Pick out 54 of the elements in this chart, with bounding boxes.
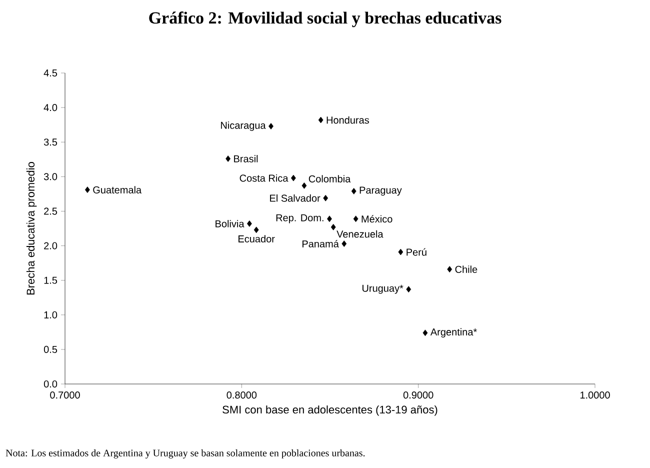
annotation: Costa Rica <box>240 174 288 182</box>
y-axis-title: Brecha educativa promedio <box>26 162 37 295</box>
y-tick-label: 1.0 <box>44 311 58 318</box>
x-tick-label: 1.0000 <box>580 392 610 399</box>
chart-title: Gráfico 2: Movilidad social y brechas educativas <box>149 12 502 28</box>
point <box>398 248 404 256</box>
point <box>353 216 358 222</box>
point <box>254 226 259 234</box>
annotation: Brasil <box>234 155 258 162</box>
point <box>318 116 324 124</box>
y-tick-label: 3.5 <box>44 138 58 146</box>
point <box>290 174 296 182</box>
annotation: Rep. Dom. <box>276 214 324 224</box>
annotation: Paraguay <box>360 186 402 196</box>
annotation: México <box>362 215 392 223</box>
point <box>226 155 231 162</box>
point <box>351 188 356 194</box>
point <box>342 240 347 247</box>
annotation: Ecuador <box>238 235 275 242</box>
y-tick-label: 0.5 <box>44 346 58 353</box>
y-tick-label: 4.0 <box>44 104 58 112</box>
y-tick-label: 3.0 <box>44 173 58 180</box>
y-tick-label: 2.0 <box>44 242 58 250</box>
annotation: Venezuela <box>336 230 384 238</box>
annotation: Panamá <box>302 240 339 248</box>
annotation: Bolivia <box>216 220 244 228</box>
x-tick-label: 0.8000 <box>226 392 257 399</box>
point <box>246 220 252 227</box>
y-tick-label: 1.5 <box>44 276 58 284</box>
point <box>327 216 332 222</box>
text: Nota: Los estimados de Argentina y Uruguay se basan solamente en poblaciones urbanas. <box>6 449 365 458</box>
point <box>268 123 274 130</box>
point <box>323 194 328 202</box>
y-tick-label: 0.0 <box>44 380 58 388</box>
annotation: Honduras <box>326 116 370 124</box>
annotation: Uruguay* <box>362 284 404 294</box>
annotation: El Salvador <box>270 194 320 202</box>
point <box>422 330 428 336</box>
x-tick-label: 0.7000 <box>50 392 80 399</box>
point <box>302 182 307 189</box>
point <box>406 286 412 293</box>
annotation: Argentina* <box>430 328 477 338</box>
y-tick-label: 4.5 <box>44 70 58 76</box>
x-tick-label: 0.9000 <box>403 392 434 399</box>
annotation: Chile <box>455 266 478 273</box>
annotation: Colombia <box>308 175 351 182</box>
point <box>84 186 90 193</box>
point <box>330 224 336 230</box>
annotation: Nicaragua <box>221 122 266 131</box>
annotation: Perú <box>406 248 426 256</box>
y-tick-label: 2.5 <box>44 208 58 215</box>
point <box>447 266 452 272</box>
annotation: Guatemala <box>93 186 142 194</box>
x-axis-title: SMI con base en adolescentes (13-19 años) <box>222 405 438 416</box>
